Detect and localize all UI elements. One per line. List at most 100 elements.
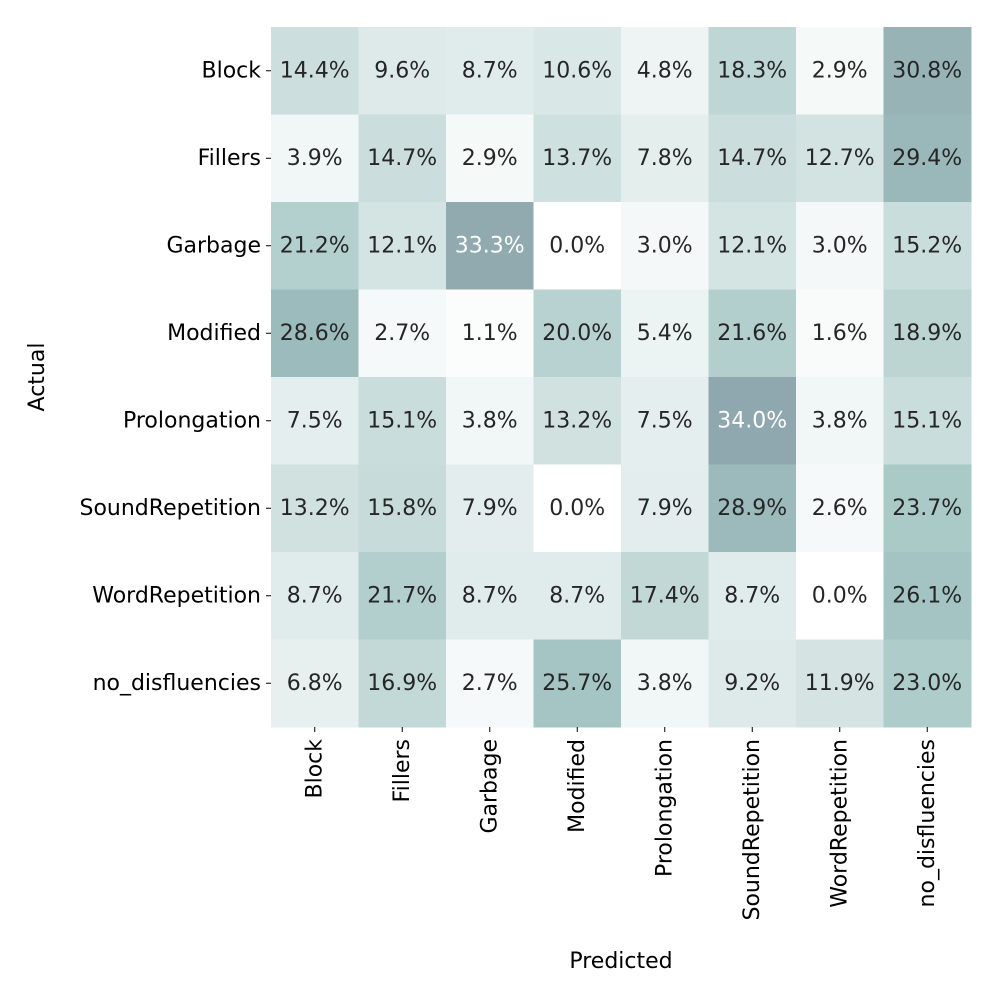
- cell-value-label: 28.9%: [717, 496, 787, 521]
- heatmap-cell: [358, 289, 447, 378]
- cell-value-label: 10.6%: [542, 58, 612, 83]
- heatmap-cell: [446, 114, 534, 203]
- y-tick-label: Garbage: [166, 233, 261, 258]
- heatmap-cell: [446, 289, 534, 378]
- heatmap-cell: [271, 289, 359, 378]
- x-tick-label: SoundRepetition: [740, 739, 765, 921]
- cell-value-label: 1.1%: [462, 321, 518, 346]
- heatmap-cell: [271, 377, 359, 465]
- cell-value-label: 9.6%: [374, 58, 430, 83]
- cell-value-label: 7.5%: [637, 408, 693, 433]
- x-axis-ticks: Block Fillers Garbage Modified Prolongation S…: [302, 727, 940, 921]
- heatmap-cell: [358, 114, 447, 203]
- heatmap-cell: [883, 464, 972, 553]
- heatmap-cell: [446, 639, 534, 728]
- cell-value-label: 2.9%: [462, 146, 518, 171]
- heatmap-cell: [621, 639, 709, 728]
- cell-value-label: 21.7%: [367, 583, 437, 608]
- heatmap-cell: [708, 289, 797, 378]
- cell-value-label: 8.7%: [462, 583, 518, 608]
- cell-value-label: 0.0%: [549, 496, 605, 521]
- heatmap-cell: [358, 464, 447, 553]
- cell-value-label: 3.9%: [287, 146, 343, 171]
- cell-value-label: 3.8%: [812, 408, 868, 433]
- heatmap-cell: [533, 552, 622, 640]
- heatmap-cells: [271, 27, 972, 728]
- heatmap-cell: [796, 289, 884, 378]
- cell-value-label: 13.2%: [542, 408, 612, 433]
- cell-value-label: 8.7%: [549, 583, 605, 608]
- cell-value-label: 15.1%: [367, 408, 437, 433]
- cell-value-label: 9.2%: [724, 671, 780, 696]
- cell-value-label: 15.8%: [367, 496, 437, 521]
- heatmap-cell: [621, 202, 709, 290]
- heatmap-cell: [883, 552, 972, 640]
- cell-value-label: 8.7%: [462, 58, 518, 83]
- heatmap-cell: [796, 202, 884, 290]
- heatmap-cell: [358, 639, 447, 728]
- heatmap-cell: [708, 202, 797, 290]
- cell-value-label: 16.9%: [367, 671, 437, 696]
- cell-value-label: 14.7%: [717, 146, 787, 171]
- heatmap-cell: [883, 114, 972, 203]
- heatmap-cell: [621, 377, 709, 465]
- cell-value-label: 33.3%: [455, 233, 525, 258]
- cell-value-label: 5.4%: [637, 321, 693, 346]
- heatmap-cell: [621, 289, 709, 378]
- heatmap-cell: [621, 464, 709, 553]
- cell-value-label: 30.8%: [892, 58, 962, 83]
- cell-value-label: 3.8%: [462, 408, 518, 433]
- y-tick-label: SoundRepetition: [80, 496, 262, 521]
- heatmap-cell: [533, 639, 622, 728]
- y-tick-label: Fillers: [198, 146, 261, 171]
- heatmap-cell: [883, 27, 972, 115]
- heatmap-cell: [271, 114, 359, 203]
- cell-value-label: 2.6%: [812, 496, 868, 521]
- cell-value-label: 26.1%: [892, 583, 962, 608]
- y-axis-title: Actual: [25, 343, 50, 412]
- cell-value-label: 13.7%: [542, 146, 612, 171]
- cell-value-label: 21.2%: [280, 233, 350, 258]
- heatmap-cell: [358, 27, 447, 115]
- heatmap-cell: [271, 27, 359, 115]
- y-tick-label: no_disfluencies: [93, 671, 261, 696]
- cell-value-label: 20.0%: [542, 321, 612, 346]
- y-tick-label: Prolongation: [123, 408, 261, 433]
- heatmap-cell: [533, 202, 622, 290]
- heatmap-cell: [796, 464, 884, 553]
- heatmap-cell: [796, 377, 884, 465]
- cell-value-label: 3.8%: [637, 671, 693, 696]
- cell-value-label: 29.4%: [892, 146, 962, 171]
- heatmap-cell: [533, 27, 622, 115]
- x-tick-label: Prolongation: [652, 739, 677, 877]
- heatmap-cell: [358, 552, 447, 640]
- cell-value-label: 12.1%: [367, 233, 437, 258]
- heatmap-cell: [358, 377, 447, 465]
- heatmap-cell: [271, 639, 359, 728]
- heatmap-cell: [446, 27, 534, 115]
- heatmap-cell: [446, 377, 534, 465]
- heatmap-cell: [708, 27, 797, 115]
- cell-value-label: 7.9%: [637, 496, 693, 521]
- heatmap-cell: [883, 202, 972, 290]
- x-tick-label: Block: [302, 739, 327, 799]
- cell-value-label: 2.7%: [462, 671, 518, 696]
- y-tick-label: Block: [201, 58, 261, 83]
- heatmap-cell: [271, 552, 359, 640]
- heatmap-cell: [883, 639, 972, 728]
- heatmap-cell: [533, 464, 622, 553]
- heatmap-cell: [533, 114, 622, 203]
- heatmap-cell: [796, 27, 884, 115]
- x-tick-label: Fillers: [390, 739, 415, 802]
- heatmap-cell: [533, 377, 622, 465]
- cell-value-label: 3.0%: [637, 233, 693, 258]
- heatmap-cell: [621, 552, 709, 640]
- heatmap-cell: [533, 289, 622, 378]
- cell-value-label: 7.8%: [637, 146, 693, 171]
- heatmap-cell: [796, 639, 884, 728]
- cell-value-label: 34.0%: [717, 408, 787, 433]
- cell-value-label: 23.0%: [892, 671, 962, 696]
- heatmap-cell: [708, 114, 797, 203]
- cell-value-label: 11.9%: [805, 671, 875, 696]
